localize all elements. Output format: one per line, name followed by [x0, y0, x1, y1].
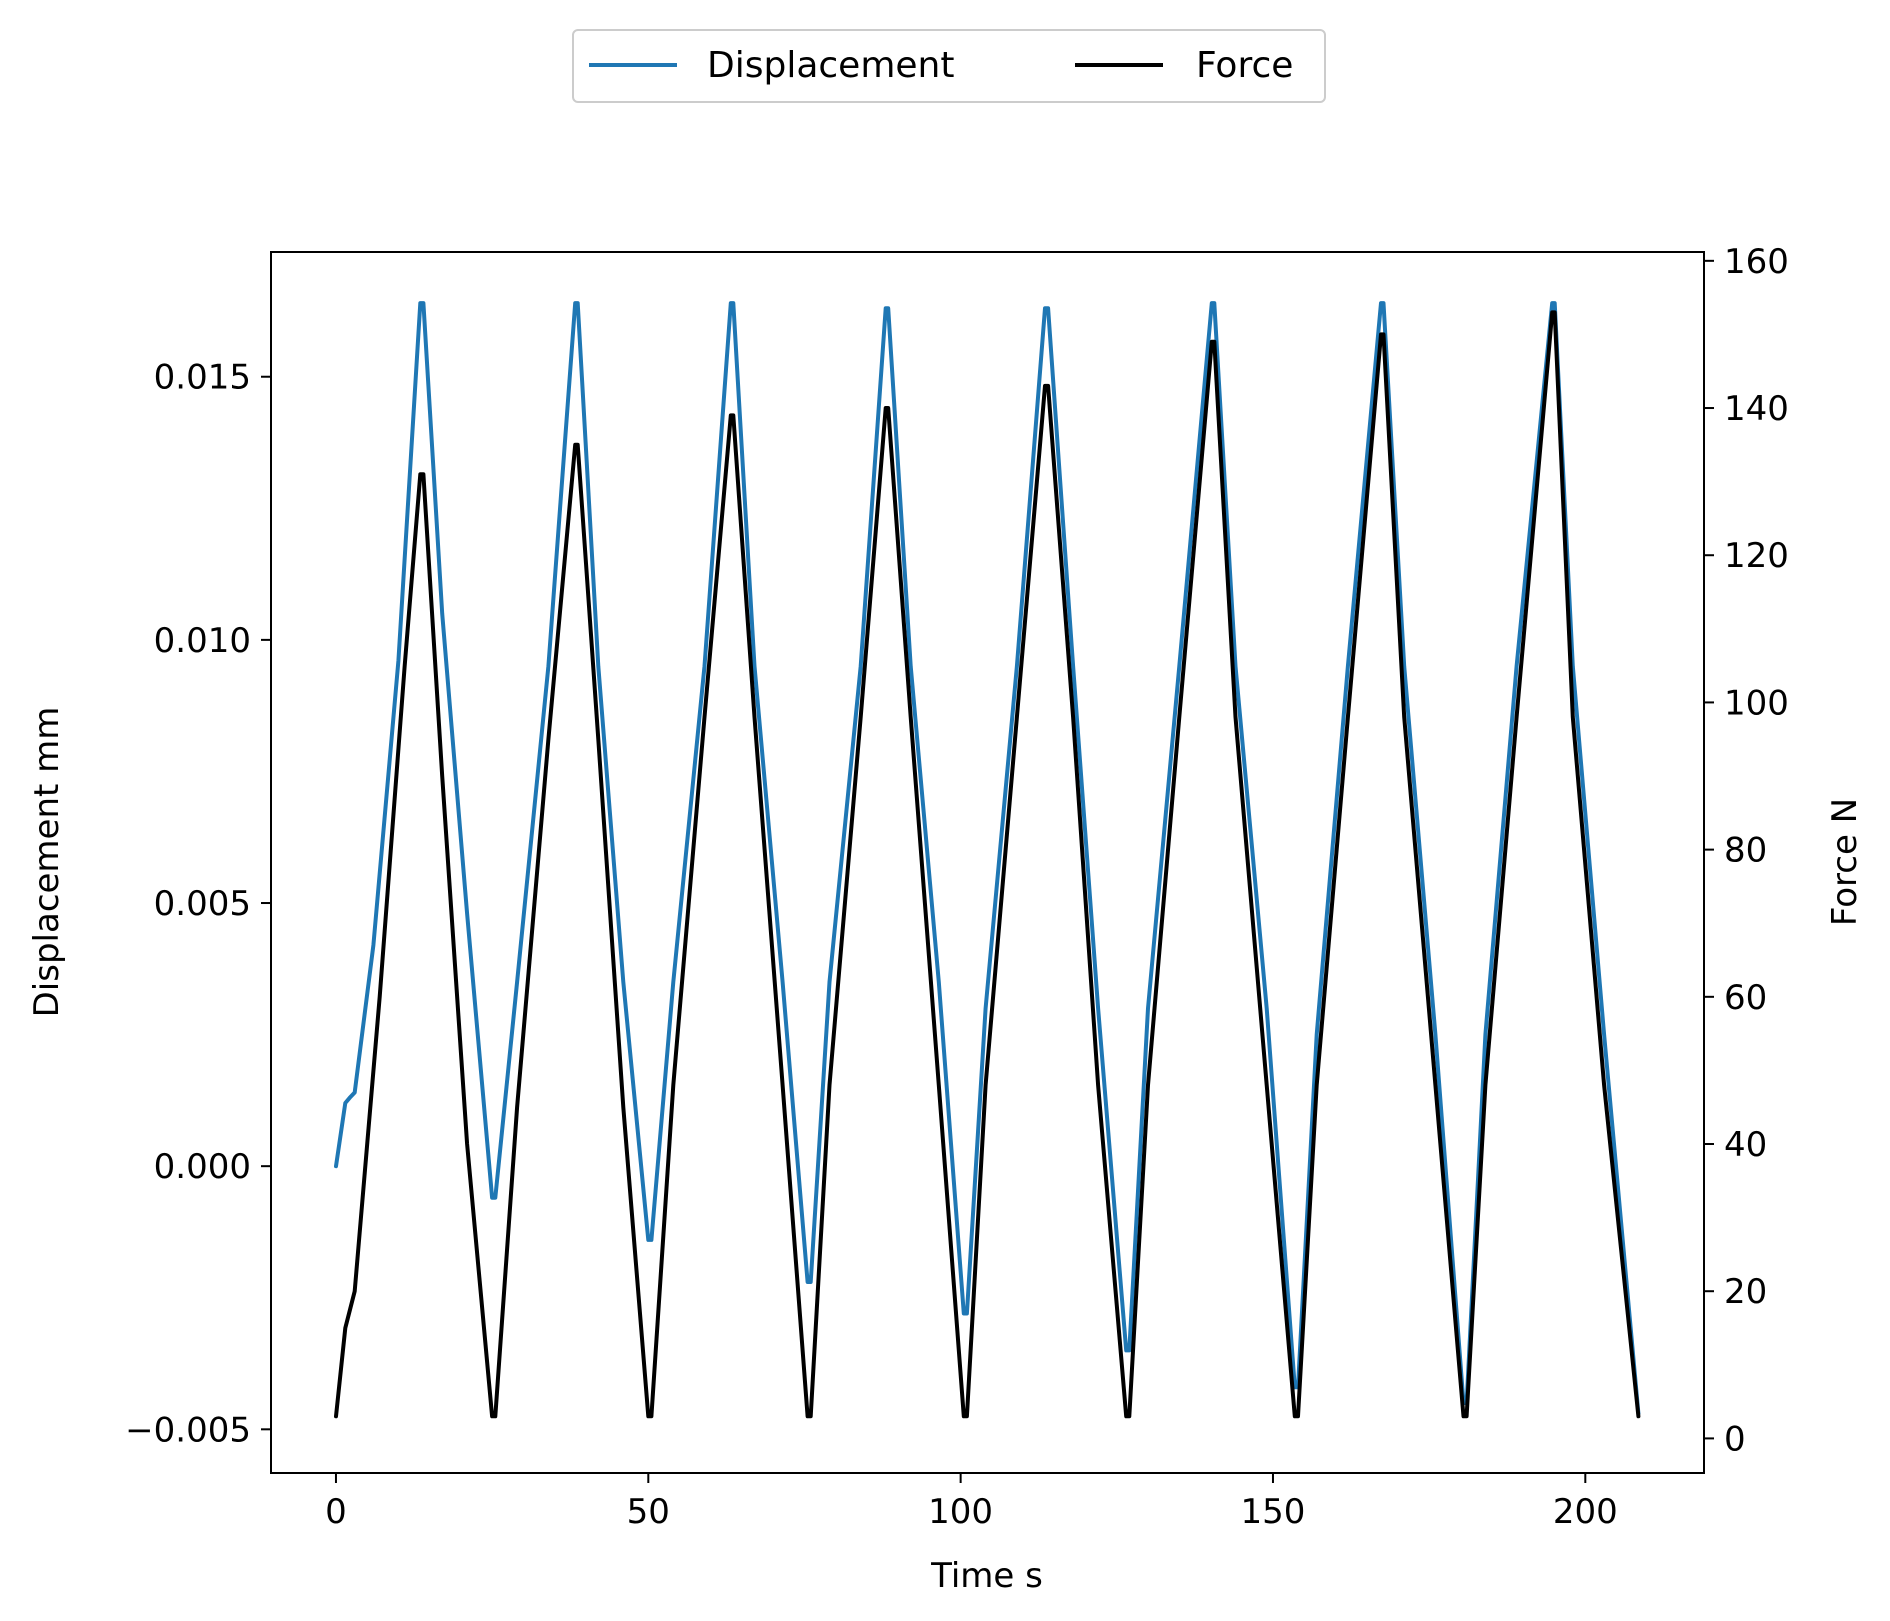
- y-tick-label: 0.000: [154, 1147, 251, 1187]
- x-tick-label: 0: [325, 1492, 347, 1532]
- y2-tick-label: 0: [1724, 1419, 1746, 1459]
- y-tick-label: −0.005: [125, 1410, 251, 1450]
- y-axis-left: −0.005 0.000 0.005 0.010 0.015: [125, 358, 271, 1450]
- y-axis-title: Displacement mm: [27, 707, 67, 1018]
- y2-tick-label: 40: [1724, 1125, 1767, 1165]
- legend: Displacement Force: [572, 29, 1326, 103]
- y2-tick-label: 120: [1724, 536, 1789, 576]
- series-line-displacement: [334, 301, 1641, 1416]
- y-tick-label: 0.005: [154, 884, 251, 924]
- y2-tick-label: 100: [1724, 683, 1789, 723]
- x-axis: 0 50 100 150 200: [325, 1473, 1618, 1532]
- y-tick-label: 0.010: [154, 621, 251, 661]
- y2-tick-label: 20: [1724, 1272, 1767, 1312]
- legend-label-displacement: Displacement: [707, 45, 954, 86]
- y2-axis-title: Force N: [1825, 798, 1865, 926]
- y2-tick-label: 160: [1724, 242, 1789, 282]
- y2-tick-label: 80: [1724, 831, 1767, 871]
- x-tick-label: 200: [1553, 1492, 1618, 1532]
- series-line-force: [334, 310, 1641, 1419]
- y-axis-right: 0 20 40 60 80 100 120 140 160: [1704, 242, 1789, 1459]
- x-axis-title: Time s: [930, 1556, 1043, 1596]
- y2-tick-label: 60: [1724, 978, 1767, 1018]
- x-tick-label: 50: [627, 1492, 670, 1532]
- y2-tick-label: 140: [1724, 389, 1789, 429]
- plot-frame: [270, 251, 1705, 1474]
- series-layer: [334, 301, 1641, 1419]
- x-tick-label: 150: [1241, 1492, 1306, 1532]
- y-tick-label: 0.015: [154, 358, 251, 398]
- legend-frame: [572, 29, 1326, 103]
- x-tick-label: 100: [928, 1492, 993, 1532]
- legend-label-force: Force: [1196, 45, 1293, 86]
